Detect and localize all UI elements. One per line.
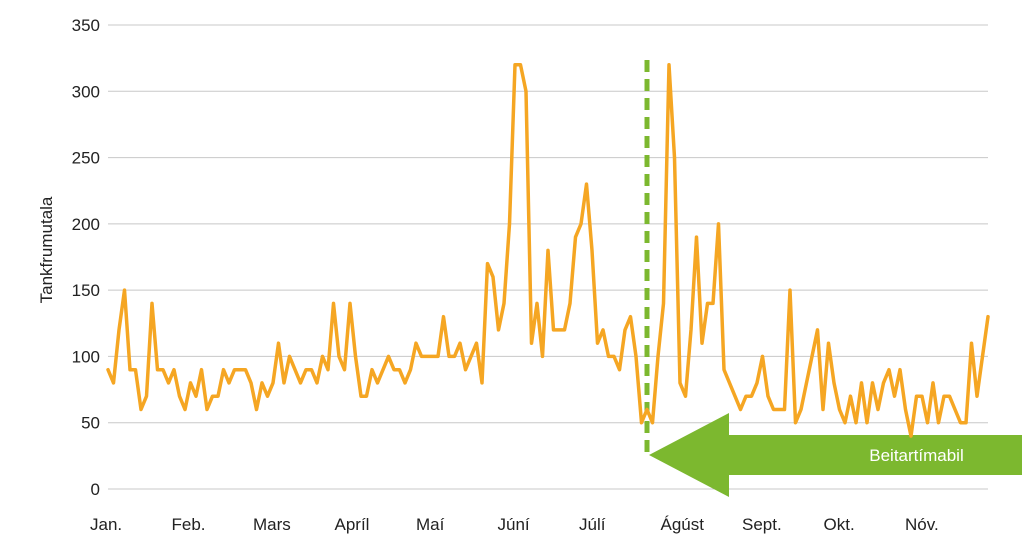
x-tick-label: Jan.: [90, 515, 122, 534]
x-tick-label: Sept.: [742, 515, 782, 534]
y-tick-label: 50: [81, 414, 100, 433]
y-tick-label: 200: [72, 215, 100, 234]
x-tick-label: Mars: [253, 515, 291, 534]
period-label: Beitartímabil: [869, 446, 963, 465]
y-tick-label: 150: [72, 281, 100, 300]
period-arrow: [649, 413, 1022, 497]
x-tick-labels: Jan. Feb. Mars Apríl Maí Júní Júlí Ágúst Sept. Ok…: [90, 515, 939, 534]
series-line: [106, 63, 990, 438]
x-tick-label: Apríl: [335, 515, 370, 534]
y-tick-label: 300: [72, 82, 100, 101]
y-axis-label: Tankfrumutala: [37, 196, 56, 303]
y-tick-label: 250: [72, 149, 100, 168]
series-lines: [106, 63, 990, 438]
x-tick-label: Okt.: [824, 515, 855, 534]
y-tick-label: 0: [91, 480, 100, 499]
grazing-period-annotation: Beitartímabil: [644, 60, 1022, 497]
x-tick-label: Ágúst: [661, 515, 705, 534]
y-tick-labels: 0 50 100 150 200 250 300 350: [72, 16, 100, 499]
y-tick-label: 100: [72, 347, 100, 366]
x-tick-label: Júní: [498, 515, 530, 534]
x-tick-label: Maí: [416, 515, 445, 534]
x-tick-label: Júlí: [579, 515, 606, 534]
y-tick-label: 350: [72, 16, 100, 35]
gridlines: [108, 24, 988, 490]
x-tick-label: Feb.: [172, 515, 206, 534]
x-tick-label: Nóv.: [905, 515, 939, 534]
